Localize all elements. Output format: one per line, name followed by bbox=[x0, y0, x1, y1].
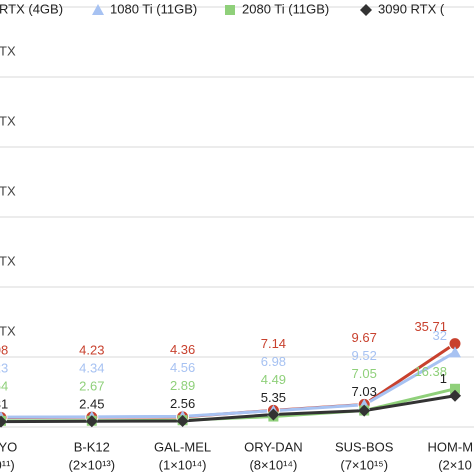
legend-item: RTX (4GB) bbox=[0, 1, 63, 16]
data-label: 7.14 bbox=[261, 336, 286, 351]
legend-label: 3090 RTX ( bbox=[378, 1, 445, 16]
legend-item: 2080 Ti (11GB) bbox=[225, 1, 329, 16]
marker bbox=[450, 383, 460, 394]
data-label: 9.52 bbox=[352, 348, 377, 363]
side-label: TX bbox=[0, 43, 16, 58]
data-label: 6.98 bbox=[261, 354, 286, 369]
marker bbox=[85, 415, 98, 428]
data-label: 64 bbox=[0, 379, 8, 394]
data-label: 4.49 bbox=[261, 372, 286, 387]
side-label: TX bbox=[0, 183, 16, 198]
x-tick-label: -HYO bbox=[0, 439, 17, 454]
x-tick-label: SUS-BOS bbox=[335, 439, 394, 454]
marker bbox=[449, 346, 461, 358]
x-tick-sublabel: (2×10 bbox=[438, 457, 472, 472]
data-label: 2.89 bbox=[170, 378, 195, 393]
side-label: TX bbox=[0, 113, 16, 128]
legend-label: 2080 Ti (11GB) bbox=[242, 1, 329, 16]
marker bbox=[449, 389, 461, 402]
data-label: 2.56 bbox=[170, 396, 195, 411]
x-tick-sublabel: (2×10¹³) bbox=[68, 457, 115, 472]
marker bbox=[176, 415, 189, 428]
data-label: 2.67 bbox=[79, 378, 104, 393]
x-tick-label: ORY-DAN bbox=[244, 439, 303, 454]
data-label: 7.05 bbox=[352, 366, 377, 381]
data-label: 4.56 bbox=[170, 360, 195, 375]
data-label: 23 bbox=[0, 361, 8, 376]
data-label: 5.35 bbox=[261, 390, 286, 405]
x-tick-label: GAL-MEL bbox=[154, 439, 211, 454]
x-tick-label: HOM-MU bbox=[428, 439, 474, 454]
data-label: 4.23 bbox=[79, 342, 104, 357]
data-label: 31 bbox=[0, 397, 8, 412]
marker bbox=[267, 408, 280, 421]
data-label: 9.67 bbox=[352, 330, 377, 345]
data-label: 2.45 bbox=[79, 396, 104, 411]
side-label: TX bbox=[0, 253, 16, 268]
x-tick-sublabel: 10¹¹) bbox=[0, 457, 15, 472]
data-label: 35.71 bbox=[414, 319, 447, 334]
legend-marker bbox=[360, 4, 372, 16]
x-tick-sublabel: (8×10¹⁴) bbox=[249, 457, 297, 472]
data-label: 7.03 bbox=[352, 384, 377, 399]
legend-label: RTX (4GB) bbox=[0, 1, 63, 16]
legend-label: 1080 Ti (11GB) bbox=[110, 1, 197, 16]
side-label: TX bbox=[0, 323, 16, 338]
series-line bbox=[0, 394, 456, 424]
x-tick-sublabel: (7×10¹⁵) bbox=[340, 457, 388, 472]
marker bbox=[358, 404, 371, 417]
data-label: 4.34 bbox=[79, 360, 104, 375]
legend-marker bbox=[92, 4, 104, 15]
data-label: 4.36 bbox=[170, 342, 195, 357]
marker bbox=[0, 415, 7, 428]
legend-marker bbox=[225, 5, 235, 15]
data-label: 08 bbox=[0, 343, 8, 358]
x-tick-label: B-K12 bbox=[74, 439, 110, 454]
data-label: 32 bbox=[433, 328, 447, 343]
data-label: 16.38 bbox=[414, 364, 447, 379]
data-label: 1 bbox=[440, 371, 447, 386]
series-line bbox=[0, 351, 456, 419]
legend-item: 3090 RTX ( bbox=[360, 1, 445, 16]
legend-item: 1080 Ti (11GB) bbox=[92, 1, 197, 16]
x-tick-sublabel: (1×10¹⁴) bbox=[159, 457, 207, 472]
